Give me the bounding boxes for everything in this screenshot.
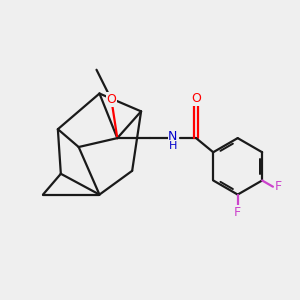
- Text: N: N: [168, 130, 178, 142]
- Text: F: F: [234, 206, 241, 219]
- Text: O: O: [106, 93, 116, 106]
- Text: F: F: [275, 180, 282, 193]
- Text: O: O: [191, 92, 201, 105]
- Text: H: H: [169, 141, 177, 152]
